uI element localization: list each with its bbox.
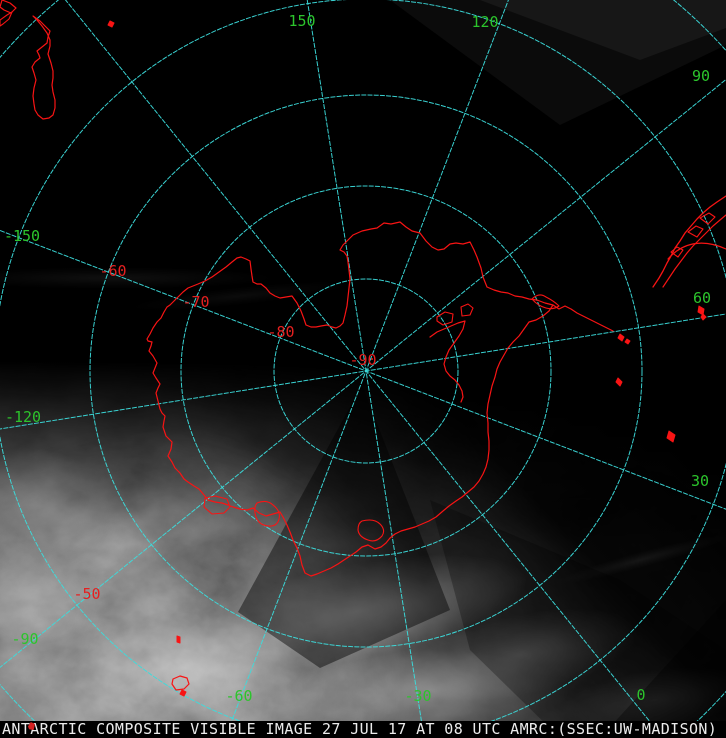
longitude-label--90: -90 (11, 630, 38, 648)
coastline-islet-dot-5 (615, 377, 623, 387)
coastline-islet-dot-9 (107, 20, 115, 28)
swath-seams (238, 0, 726, 738)
coastline-peninsula-blob-b (203, 495, 231, 515)
coastline-ross-island (436, 311, 454, 326)
coastline-islet-dot-6 (666, 430, 676, 443)
annotation-text: ANTARCTIC COMPOSITE VISIBLE IMAGE 27 JUL… (2, 720, 718, 738)
latitude-label--90: -90 (349, 351, 376, 369)
coastline-island-arc-chain (552, 304, 614, 332)
longitude-label-60: 60 (693, 289, 711, 307)
red-glitch-mark (28, 722, 35, 730)
meridian-line-150 (306, 0, 425, 738)
longitude-label-0: 0 (636, 686, 645, 704)
coastline-south-america-coast-1 (652, 195, 726, 288)
longitude-label--60: -60 (225, 687, 252, 705)
latitude-label--80: -80 (267, 323, 294, 341)
coastline-peninsula-blob-c (357, 519, 385, 542)
coastline-islet-dot-7 (176, 635, 181, 644)
coastline-nz-south-island (31, 15, 56, 120)
coastline-nz-north-island-2 (0, 11, 13, 27)
graticule-labels: 150 120 90 60 30 0 -30 -60 -90 -120 -150 -60 -70 -80 -… (4, 12, 711, 705)
coastline-ross-island-2 (460, 303, 474, 317)
annotation-bar: ANTARCTIC COMPOSITE VISIBLE IMAGE 27 JUL… (0, 721, 726, 738)
coastline-south-america-coast-2 (662, 214, 726, 288)
coastline-ross-sea-coast (429, 320, 466, 403)
longitude-label--150: -150 (4, 227, 40, 245)
latitude-circle--80 (273, 278, 459, 464)
coastline-south-america-loop-3 (670, 246, 684, 258)
longitude-label-30: 30 (691, 472, 709, 490)
coastline-islet-dot-1 (617, 333, 625, 342)
latitude-circle--70 (180, 185, 552, 557)
coastline-overlay (0, 0, 726, 697)
coastline-islet-dot-2 (624, 338, 631, 345)
coastline-peninsula-blob-a (254, 500, 280, 527)
longitude-label-120: 120 (471, 13, 498, 31)
cloud-highlights (0, 267, 726, 733)
coastline-south-america-loop-2 (699, 212, 716, 225)
coastline-macquarie-cluster (171, 675, 190, 691)
longitude-label--120: -120 (5, 408, 41, 426)
latitude-label--50: -50 (73, 585, 100, 603)
coastline-south-america-loop-1 (687, 225, 704, 238)
latitude-label--60: -60 (99, 262, 126, 280)
longitude-label--30: -30 (404, 687, 431, 705)
longitude-label-150: 150 (288, 12, 315, 30)
coastline-antarctica-mainland (146, 221, 554, 577)
latitude-label--70: -70 (182, 293, 209, 311)
latitude-circle--60 (89, 94, 643, 648)
coastline-south-america-arc (667, 242, 726, 260)
coastline-islet-dot-8 (179, 689, 187, 697)
coastline-island-arc-blob (531, 294, 560, 310)
coastline-islet-dot-4 (700, 313, 707, 321)
longitude-label-90: 90 (692, 67, 710, 85)
